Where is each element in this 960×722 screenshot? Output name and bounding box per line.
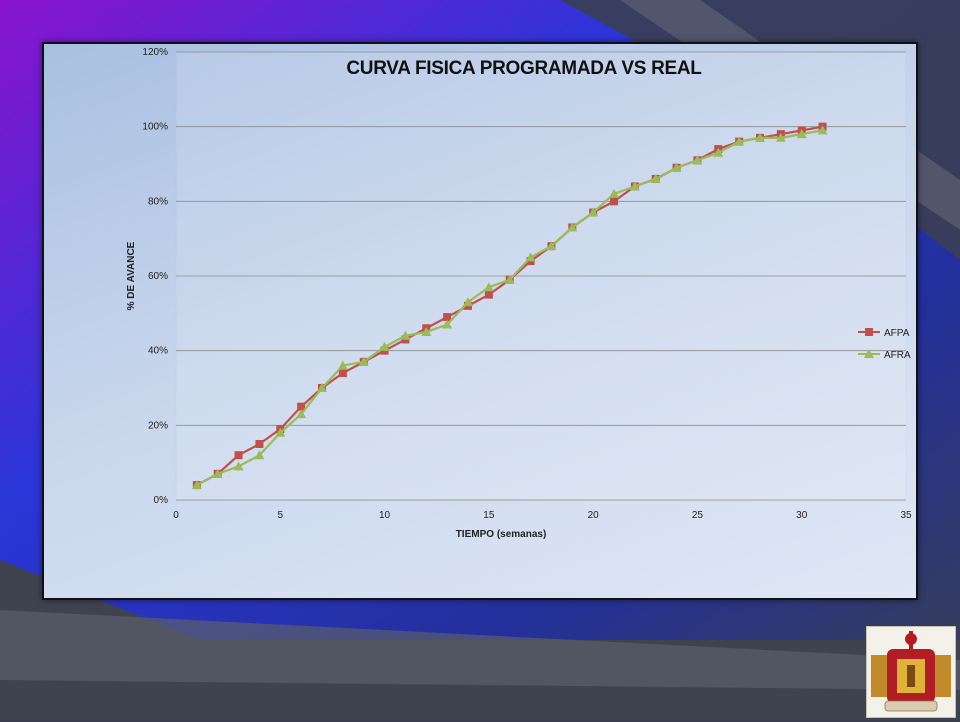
data-point-afra [504,274,515,284]
data-point-afra [692,155,703,165]
x-tick-label: 25 [692,510,704,521]
data-point-afra [629,181,640,191]
data-point-afpa [338,369,347,378]
data-point-afra [650,173,661,183]
data-point-afpa [484,290,493,299]
data-point-afra [400,330,411,340]
data-point-afra [775,132,786,142]
data-point-afra [421,327,432,336]
data-point-afra [588,207,599,217]
y-tick-label: 120% [142,47,168,58]
data-point-afra [379,341,390,351]
data-point-afpa [610,197,618,206]
data-point-afra [463,297,473,307]
legend-marker-afpa [865,328,873,336]
x-tick-label: 20 [588,510,600,521]
y-tick-label: 60% [148,271,168,282]
data-point-afpa [255,440,264,448]
x-tick-label: 0 [173,510,179,521]
y-tick-label: 40% [148,346,168,357]
data-point-afra [609,188,619,198]
data-point-afra [525,252,536,262]
x-tick-label: 30 [796,510,808,521]
data-point-afra [483,282,494,292]
y-tick-label: 20% [148,420,168,431]
data-point-afra [337,360,348,370]
data-point-afra [713,147,724,157]
x-tick-label: 5 [278,510,284,521]
data-point-afra [671,162,682,172]
crest-icon [871,631,951,712]
data-point-afra [233,461,244,471]
y-axis-label: % DE AVANCE [126,241,137,310]
data-point-afra [546,241,557,251]
data-point-afra [254,450,265,460]
chart-frame: 0% 20% 40% 60% 80% 100% 120% 0 5 10 15 20 25 30 35 TIEM… [42,42,918,600]
y-tick-label: 0% [154,495,169,506]
data-point-afpa [297,402,306,411]
legend-marker-afra [864,349,874,358]
chart-title: CURVA FISICA PROGRAMADA VS REAL [346,58,702,79]
data-point-afra [442,319,453,329]
data-point-afra [796,129,807,139]
data-point-afpa [443,313,452,322]
gray-stripe-bottom [0,610,960,690]
legend-label-afra: AFRA [884,350,911,361]
institution-logo [866,626,956,718]
data-point-afra [567,222,578,232]
data-point-afra [212,468,223,478]
x-axis-label: TIEMPO (semanas) [456,529,547,540]
x-tick-label: 10 [379,510,391,521]
data-point-afra [734,136,745,146]
x-tick-label: 15 [483,510,495,521]
line-chart: 0% 20% 40% 60% 80% 100% 120% 0 5 10 15 20 25 30 35 TIEM… [126,47,912,540]
y-tick-label: 100% [142,122,168,133]
data-point-afpa [234,451,243,460]
legend-label-afpa: AFPA [884,328,910,339]
data-point-afra [317,383,327,392]
data-point-afra [191,480,202,490]
data-point-afra [275,427,286,437]
data-point-afra [755,132,765,142]
y-tick-label: 80% [148,196,168,207]
data-point-afra [296,409,307,419]
x-tick-label: 35 [900,510,912,521]
data-point-afra [817,125,828,135]
data-point-afra [358,356,369,366]
